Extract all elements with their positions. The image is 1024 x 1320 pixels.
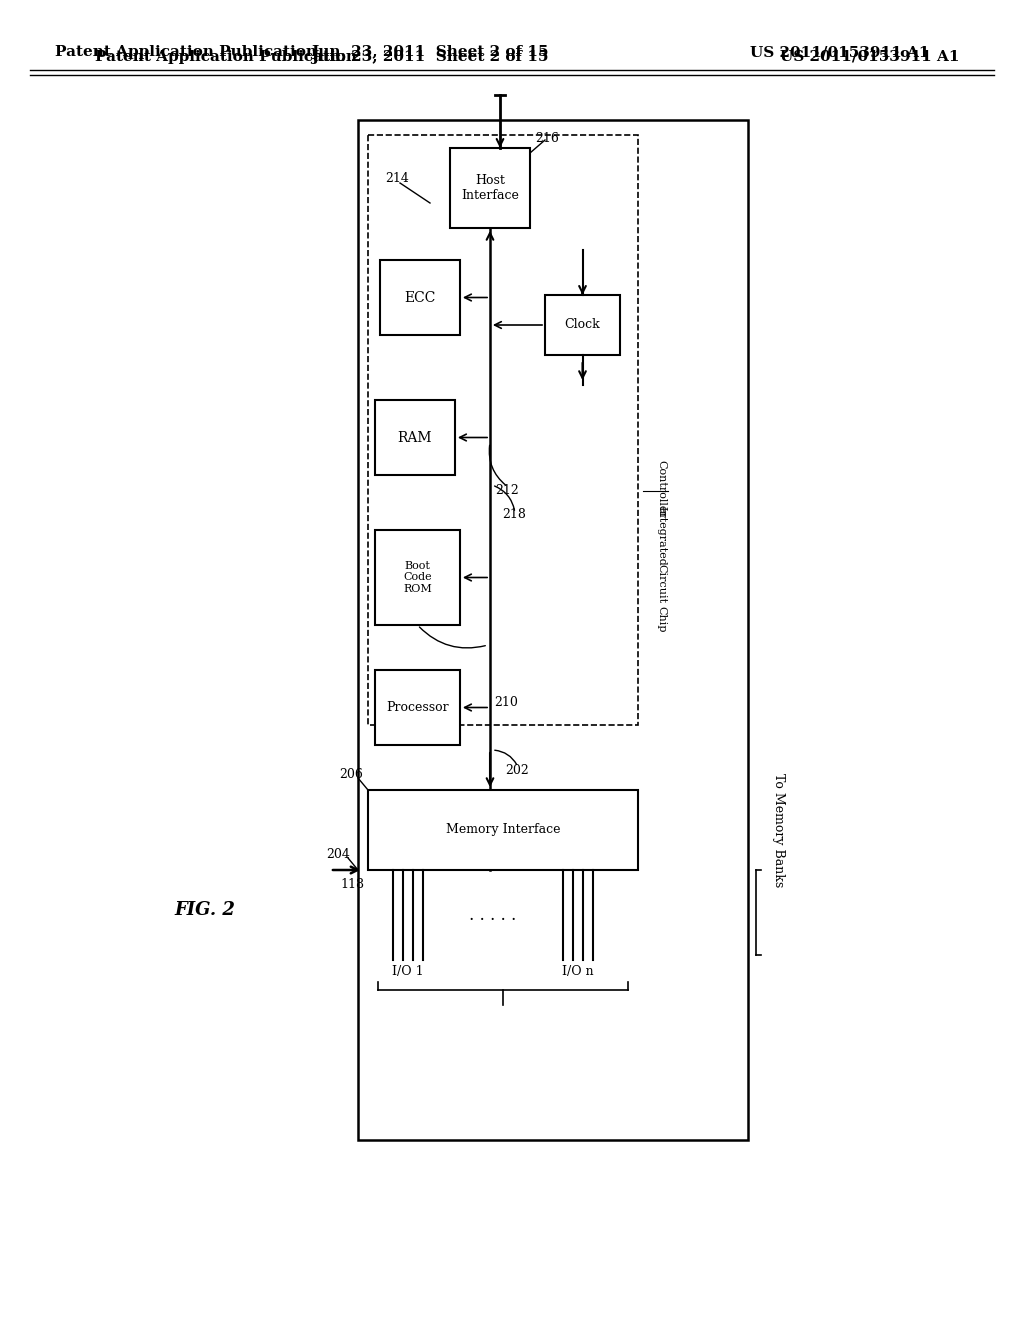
Bar: [358, 120, 748, 1140]
Text: Processor: Processor: [386, 701, 449, 714]
Text: I/O n: I/O n: [562, 965, 594, 978]
Bar: [545, 294, 620, 355]
Text: 206: 206: [339, 768, 362, 781]
Text: Memory Interface: Memory Interface: [445, 824, 560, 837]
Text: 210: 210: [494, 696, 518, 709]
Bar: [375, 531, 460, 624]
Text: Patent Application Publication: Patent Application Publication: [95, 50, 357, 63]
Text: FIG. 2: FIG. 2: [174, 902, 236, 919]
Text: Jun. 23, 2011  Sheet 2 of 15: Jun. 23, 2011 Sheet 2 of 15: [311, 50, 549, 63]
Text: Circuit: Circuit: [656, 564, 666, 603]
Text: Patent Application Publication: Patent Application Publication: [55, 45, 317, 59]
Text: US 2011/0153911 A1: US 2011/0153911 A1: [780, 50, 959, 63]
Text: Chip: Chip: [656, 606, 666, 632]
Text: Integrated: Integrated: [656, 507, 666, 566]
Text: Jun. 23, 2011  Sheet 2 of 15: Jun. 23, 2011 Sheet 2 of 15: [311, 45, 549, 59]
Text: Clock: Clock: [564, 318, 600, 331]
Bar: [368, 789, 638, 870]
Bar: [380, 260, 460, 335]
Text: Boot
Code
ROM: Boot Code ROM: [403, 561, 432, 594]
Text: 218: 218: [502, 508, 526, 521]
Text: 216: 216: [535, 132, 559, 144]
Bar: [450, 148, 530, 228]
Bar: [375, 400, 455, 475]
Text: ECC: ECC: [404, 290, 435, 305]
Text: RAM: RAM: [397, 430, 432, 445]
Text: US 2011/0153911 A1: US 2011/0153911 A1: [750, 45, 930, 59]
Text: I/O 1: I/O 1: [392, 965, 424, 978]
Bar: [368, 135, 638, 725]
Text: 214: 214: [385, 172, 409, 185]
Bar: [375, 671, 460, 744]
Text: 118: 118: [340, 879, 364, 891]
Text: To Memory Banks: To Memory Banks: [771, 774, 784, 887]
Text: 202: 202: [505, 763, 528, 776]
Text: Controller: Controller: [656, 461, 666, 517]
Text: . . . . .: . . . . .: [469, 907, 517, 924]
Text: 212: 212: [495, 483, 519, 496]
Text: Host
Interface: Host Interface: [461, 174, 519, 202]
Text: 204: 204: [326, 849, 350, 862]
